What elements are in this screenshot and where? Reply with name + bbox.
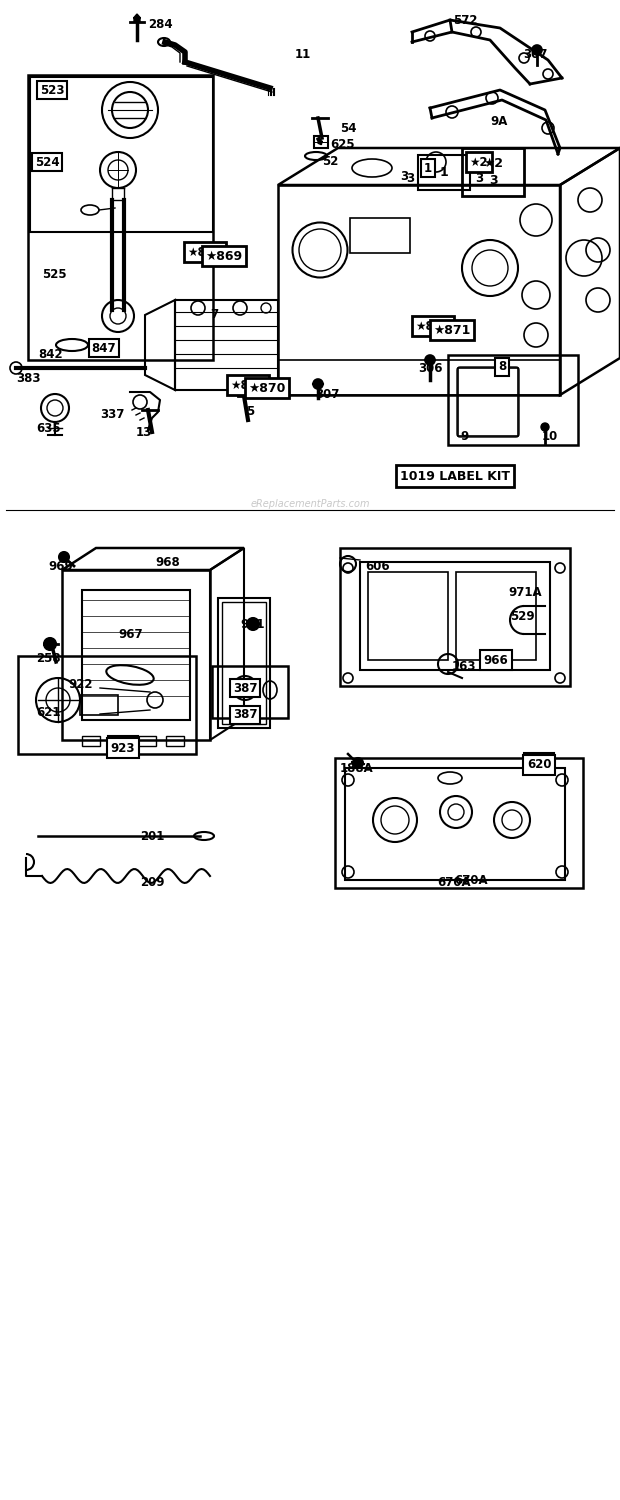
- Bar: [314, 136, 328, 148]
- Bar: [448, 356, 578, 446]
- Text: 620: 620: [527, 756, 551, 768]
- Text: 923: 923: [111, 738, 135, 752]
- Bar: [368, 572, 448, 660]
- Text: 13: 13: [136, 426, 153, 439]
- Circle shape: [425, 356, 435, 364]
- Text: 188A: 188A: [340, 762, 374, 776]
- Text: 524: 524: [35, 156, 60, 168]
- Text: 258: 258: [36, 652, 61, 664]
- Text: 967: 967: [118, 628, 143, 640]
- Bar: [335, 758, 583, 888]
- Bar: [82, 736, 100, 746]
- Text: 847: 847: [92, 342, 117, 354]
- Text: 163: 163: [452, 660, 477, 674]
- Text: ★2: ★2: [483, 156, 503, 170]
- Bar: [456, 572, 536, 660]
- Text: 3: 3: [406, 172, 414, 184]
- Bar: [110, 736, 128, 746]
- Text: 969: 969: [48, 560, 73, 573]
- Bar: [458, 368, 518, 436]
- Bar: [28, 75, 213, 360]
- Circle shape: [353, 758, 363, 768]
- Text: ★871: ★871: [415, 320, 451, 333]
- Bar: [418, 154, 470, 190]
- Circle shape: [247, 618, 259, 630]
- Circle shape: [59, 552, 69, 562]
- Text: 306: 306: [418, 362, 443, 375]
- Text: 52: 52: [322, 154, 339, 168]
- Text: eReplacementParts.com: eReplacementParts.com: [250, 500, 370, 508]
- Text: ★870: ★870: [249, 381, 286, 394]
- Text: 1: 1: [424, 162, 432, 174]
- Text: ★2: ★2: [470, 156, 489, 168]
- Text: 966: 966: [484, 654, 508, 666]
- Text: 1019 LABEL KIT: 1019 LABEL KIT: [400, 470, 510, 483]
- Text: 307: 307: [523, 48, 547, 62]
- Text: 620: 620: [527, 759, 551, 771]
- Text: 201: 201: [140, 830, 164, 843]
- Text: ★869: ★869: [205, 249, 242, 262]
- FancyArrow shape: [133, 13, 141, 22]
- Bar: [166, 736, 184, 746]
- Text: 3: 3: [489, 174, 497, 188]
- Bar: [212, 666, 288, 718]
- Text: 9: 9: [460, 430, 468, 442]
- Text: 54: 54: [340, 122, 356, 135]
- Text: 8: 8: [498, 360, 506, 374]
- Text: 337: 337: [100, 408, 125, 422]
- Text: 971A: 971A: [508, 586, 542, 598]
- Bar: [30, 76, 213, 232]
- Circle shape: [532, 45, 542, 56]
- Bar: [138, 736, 156, 746]
- Bar: [462, 148, 524, 196]
- Text: ★869: ★869: [187, 246, 223, 258]
- Text: 7: 7: [210, 308, 218, 321]
- Text: 3: 3: [400, 170, 408, 183]
- Bar: [360, 562, 550, 670]
- Text: 387: 387: [232, 681, 257, 694]
- Bar: [350, 217, 410, 254]
- Bar: [340, 548, 570, 686]
- Text: 9A: 9A: [490, 116, 507, 128]
- Text: ★871: ★871: [433, 324, 471, 336]
- Text: 922: 922: [68, 678, 92, 692]
- Text: 625: 625: [330, 138, 355, 152]
- FancyArrow shape: [317, 138, 322, 144]
- Text: 10: 10: [542, 430, 558, 442]
- Text: 5: 5: [246, 405, 254, 418]
- Text: 968: 968: [155, 556, 180, 568]
- Text: 529: 529: [510, 610, 534, 622]
- Text: 606: 606: [365, 560, 389, 573]
- Text: ★870: ★870: [231, 378, 265, 392]
- Circle shape: [44, 638, 56, 650]
- Text: 284: 284: [148, 18, 172, 32]
- Text: 387: 387: [232, 708, 257, 722]
- Bar: [218, 598, 270, 728]
- Text: 923: 923: [111, 741, 135, 754]
- Text: 525: 525: [42, 268, 66, 280]
- Text: 670A: 670A: [437, 876, 471, 890]
- Text: 1: 1: [440, 165, 448, 178]
- Text: 966: 966: [484, 654, 508, 666]
- Bar: [80, 694, 118, 715]
- Text: 11: 11: [295, 48, 311, 62]
- Circle shape: [541, 423, 549, 430]
- Text: 670A: 670A: [454, 874, 487, 886]
- Bar: [222, 602, 266, 724]
- Text: 842: 842: [38, 348, 63, 361]
- Text: 635: 635: [36, 422, 61, 435]
- Text: 3: 3: [475, 171, 483, 184]
- Text: 572: 572: [453, 13, 477, 27]
- Text: 621: 621: [36, 706, 61, 718]
- Bar: [18, 656, 196, 754]
- Text: 307: 307: [315, 388, 339, 400]
- Text: 971: 971: [240, 618, 265, 632]
- Bar: [82, 590, 190, 720]
- Text: 383: 383: [16, 372, 40, 386]
- Circle shape: [313, 380, 323, 388]
- Text: 523: 523: [40, 84, 64, 96]
- Text: 209: 209: [140, 876, 164, 890]
